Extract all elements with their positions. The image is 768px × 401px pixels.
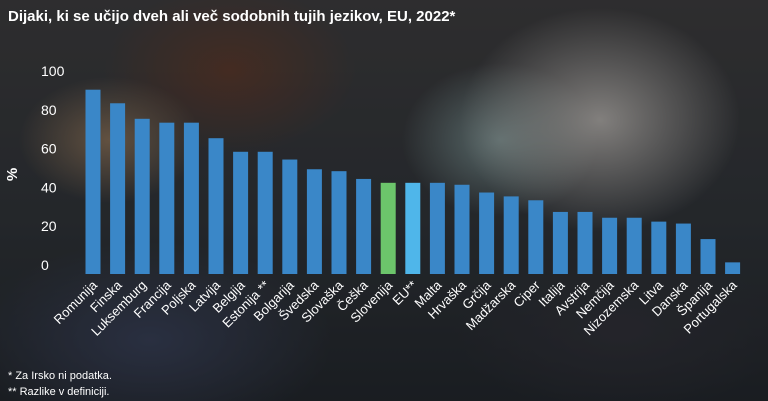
bar — [183, 122, 199, 275]
bar — [208, 138, 224, 274]
bar — [626, 217, 642, 274]
bar — [503, 196, 519, 274]
footnote-1: * Za Irsko ni podatka. — [8, 370, 112, 382]
y-tick-label: 60 — [41, 141, 57, 157]
x-tick-label: Ciper — [510, 277, 543, 310]
bar — [528, 200, 544, 274]
y-tick-label: 80 — [41, 102, 57, 118]
bar — [700, 239, 716, 274]
bar — [159, 122, 175, 275]
bar — [331, 171, 347, 274]
bar — [577, 211, 593, 274]
bar — [356, 178, 372, 274]
bar — [134, 118, 150, 274]
bar — [552, 211, 568, 274]
bar — [454, 184, 470, 274]
bar — [110, 103, 126, 274]
bar — [675, 223, 691, 274]
bar — [85, 89, 101, 274]
bar — [602, 217, 618, 274]
bar — [405, 182, 421, 274]
bar — [257, 151, 273, 274]
bar — [429, 182, 445, 274]
bar — [282, 159, 298, 274]
bar — [380, 182, 396, 274]
bar — [725, 262, 741, 274]
y-tick-label: 0 — [41, 257, 49, 273]
y-tick-label: 100 — [41, 63, 65, 79]
bar — [233, 151, 249, 274]
footnote-2: ** Razlike v definiciji. — [8, 386, 110, 398]
bar — [306, 169, 322, 274]
y-tick-label: 40 — [41, 179, 57, 195]
chart-title: Dijaki, ki se učijo dveh ali več sodobni… — [8, 8, 456, 25]
bar — [651, 221, 667, 274]
y-tick-label: 20 — [41, 218, 57, 234]
bar — [479, 192, 495, 274]
